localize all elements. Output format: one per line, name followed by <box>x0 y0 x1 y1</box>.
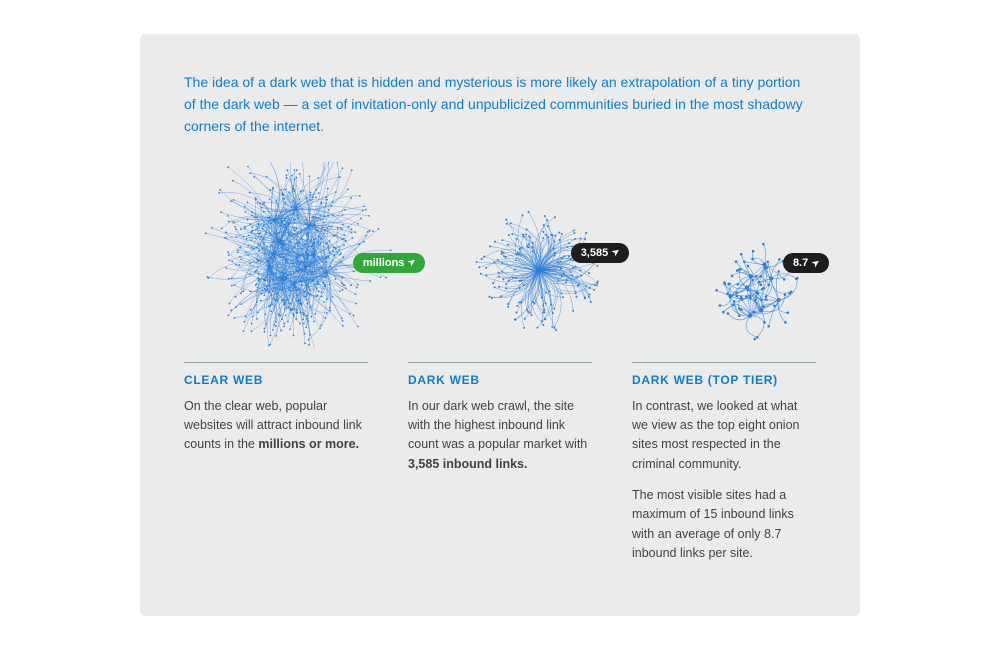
network-viz-row: millions➤3,585➤8.7➤ <box>184 162 816 352</box>
clear-web-viz: millions➤ <box>184 162 400 352</box>
column-divider <box>184 362 368 363</box>
column-heading: DARK WEB <box>408 373 592 387</box>
dark-web-viz: 3,585➤ <box>460 192 617 352</box>
column-divider <box>408 362 592 363</box>
dark-web-badge: 3,585➤ <box>571 243 629 263</box>
column-1: DARK WEB In our dark web crawl, the site … <box>408 362 592 576</box>
dark-web-network-svg <box>460 192 617 349</box>
column-heading: CLEAR WEB <box>184 373 368 387</box>
badge-label: 8.7 <box>793 257 808 269</box>
column-heading: DARK WEB (TOP TIER) <box>632 373 816 387</box>
column-paragraph: The most visible sites had a maximum of … <box>632 486 816 564</box>
dark-web-top-tier-network-svg <box>698 232 816 350</box>
column-paragraph: In our dark web crawl, the site with the… <box>408 397 592 475</box>
infographic-card: The idea of a dark web that is hidden an… <box>140 34 860 615</box>
badge-label: 3,585 <box>581 247 609 259</box>
dark-web-top-tier-viz: 8.7➤ <box>698 232 816 352</box>
cursor-icon: ➤ <box>610 246 623 260</box>
column-0: CLEAR WEB On the clear web, popular websi… <box>184 362 368 576</box>
columns-row: CLEAR WEB On the clear web, popular websi… <box>184 362 816 576</box>
clear-web-badge: millions➤ <box>353 253 425 273</box>
column-2: DARK WEB (TOP TIER) In contrast, we looke… <box>632 362 816 576</box>
column-divider <box>632 362 816 363</box>
dark-web-top-tier-badge: 8.7➤ <box>783 253 829 273</box>
badge-label: millions <box>363 257 405 269</box>
column-paragraph: In contrast, we looked at what we view a… <box>632 397 816 475</box>
column-paragraph: On the clear web, popular websites will … <box>184 397 368 455</box>
intro-text: The idea of a dark web that is hidden an… <box>184 72 804 137</box>
cursor-icon: ➤ <box>810 256 823 270</box>
cursor-icon: ➤ <box>406 256 419 270</box>
